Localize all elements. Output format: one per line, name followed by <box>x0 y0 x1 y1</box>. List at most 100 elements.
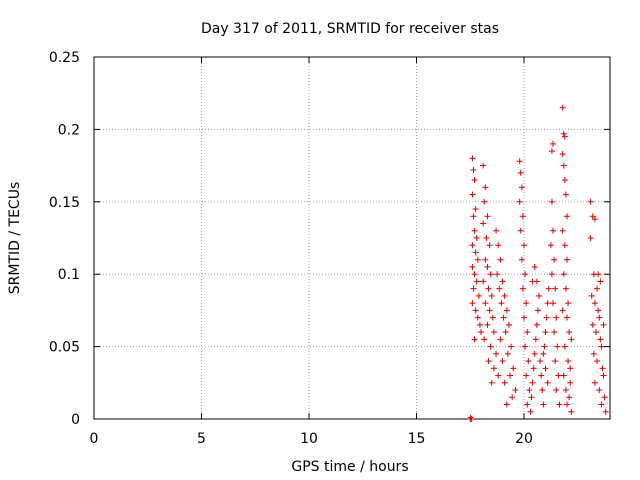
x-tick-label: 10 <box>300 431 318 447</box>
data-point <box>518 256 525 263</box>
plot-frame <box>93 56 611 420</box>
data-point <box>540 350 547 357</box>
data-point <box>488 379 495 386</box>
data-point <box>591 300 598 307</box>
data-point <box>503 307 510 314</box>
data-point <box>561 343 568 350</box>
data-point <box>547 242 554 249</box>
data-point <box>567 379 574 386</box>
data-point <box>494 271 501 278</box>
data-point <box>517 169 524 176</box>
data-point <box>474 256 481 263</box>
data-point <box>548 271 555 278</box>
data-point <box>596 387 603 394</box>
data-point <box>550 227 557 234</box>
data-point <box>555 372 562 379</box>
data-point <box>472 249 479 256</box>
data-point <box>537 358 544 365</box>
data-point <box>502 329 509 336</box>
data-point <box>476 321 483 328</box>
data-point <box>473 278 480 285</box>
data-point <box>566 329 573 336</box>
data-point <box>562 387 569 394</box>
data-point <box>499 278 506 285</box>
data-point <box>480 220 487 227</box>
data-point <box>539 387 546 394</box>
data-point <box>495 372 502 379</box>
data-point <box>554 343 561 350</box>
data-point <box>591 379 598 386</box>
x-tick-label: 0 <box>90 431 99 447</box>
x-axis-label: GPS time / hours <box>291 459 408 475</box>
data-point <box>516 198 523 205</box>
data-point <box>542 329 549 336</box>
data-point <box>522 271 529 278</box>
data-point <box>541 343 548 350</box>
data-point <box>528 394 535 401</box>
data-point <box>481 198 488 205</box>
data-point <box>527 408 534 415</box>
data-point <box>600 372 607 379</box>
data-point <box>497 256 504 263</box>
data-point <box>519 285 526 292</box>
data-point <box>567 365 574 372</box>
data-point <box>484 263 491 270</box>
data-point <box>482 256 489 263</box>
data-point <box>544 300 551 307</box>
x-tick-label: 15 <box>408 431 426 447</box>
data-point <box>561 242 568 249</box>
data-point <box>486 242 493 249</box>
data-point <box>493 227 500 234</box>
data-point <box>560 130 567 137</box>
data-point <box>498 300 505 307</box>
data-point <box>568 336 575 343</box>
data-point <box>501 292 508 299</box>
data-point <box>543 314 550 321</box>
data-point <box>533 278 540 285</box>
data-point <box>552 285 559 292</box>
data-point <box>565 358 572 365</box>
data-point <box>495 242 502 249</box>
data-point <box>470 166 477 173</box>
data-point <box>542 365 549 372</box>
data-point <box>517 227 524 234</box>
data-point <box>471 227 478 234</box>
x-tick-label: 5 <box>197 431 206 447</box>
data-point <box>602 408 609 415</box>
data-point <box>490 329 497 336</box>
data-point <box>551 329 558 336</box>
data-point <box>490 365 497 372</box>
data-point <box>562 191 569 198</box>
data-point <box>473 235 480 241</box>
data-point <box>470 213 477 220</box>
data-point <box>525 358 532 365</box>
data-point <box>548 148 555 155</box>
data-point <box>564 213 570 220</box>
y-tick-label: 0.05 <box>49 340 80 356</box>
data-point <box>591 216 598 223</box>
data-point <box>486 307 493 314</box>
data-point <box>468 416 475 422</box>
data-point <box>553 387 560 394</box>
data-point <box>518 184 525 191</box>
data-point <box>487 271 494 278</box>
y-tick-label: 0.25 <box>49 50 80 66</box>
data-point <box>550 140 557 147</box>
data-point <box>544 379 551 386</box>
data-point <box>598 343 605 350</box>
data-point <box>469 300 476 307</box>
data-point <box>524 329 531 336</box>
data-point <box>504 350 511 357</box>
data-point <box>590 350 597 357</box>
data-point <box>559 151 566 158</box>
data-point <box>484 321 491 328</box>
data-point <box>526 387 533 394</box>
data-point <box>599 365 606 372</box>
data-point <box>523 300 530 307</box>
y-tick-label: 0.1 <box>58 267 80 283</box>
data-point <box>552 358 559 365</box>
data-point <box>568 408 575 415</box>
data-point <box>556 401 563 408</box>
data-point <box>561 177 568 184</box>
data-point <box>512 387 519 394</box>
